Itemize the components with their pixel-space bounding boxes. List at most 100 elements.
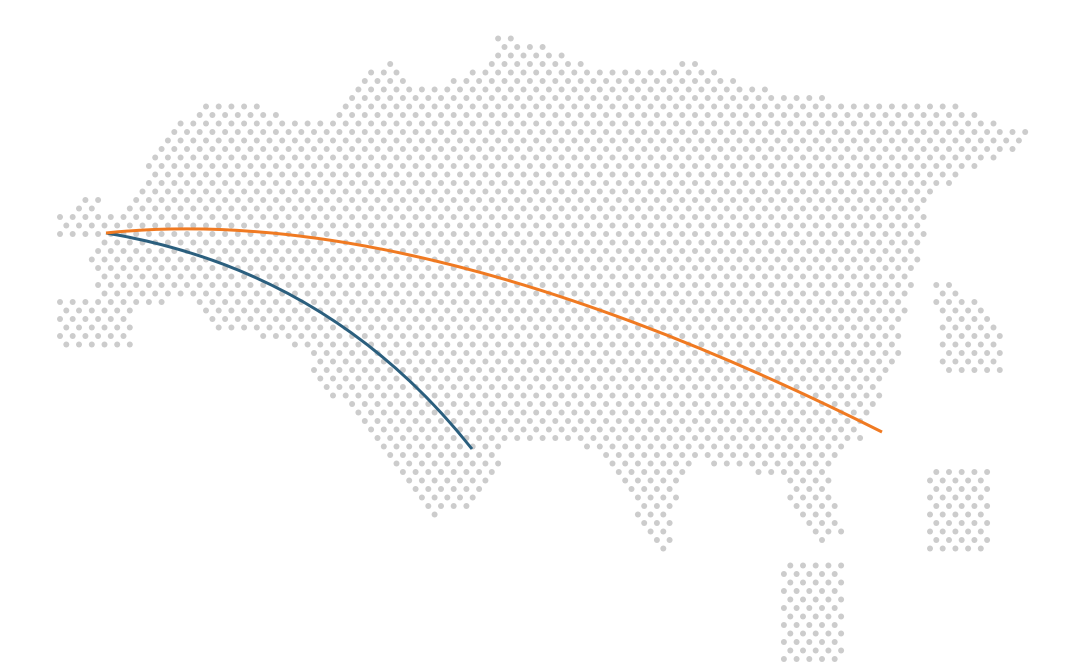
land-dot — [355, 137, 362, 144]
land-dot — [577, 265, 584, 271]
land-dot — [850, 120, 857, 127]
land-dot — [584, 86, 590, 93]
land-dot — [869, 282, 876, 288]
land-dot — [628, 350, 635, 356]
land-dot — [571, 290, 578, 297]
land-dot — [260, 163, 267, 169]
land-dot — [920, 214, 927, 220]
land-dot — [323, 146, 330, 152]
land-dot — [184, 282, 190, 288]
land-dot — [374, 197, 381, 203]
land-dot — [266, 307, 273, 314]
land-dot — [501, 197, 508, 203]
land-dot — [596, 222, 603, 229]
land-dot — [565, 265, 571, 271]
land-dot — [571, 324, 578, 331]
land-dot — [603, 163, 610, 169]
land-dot — [590, 248, 597, 254]
land-dot — [323, 299, 330, 305]
land-dot — [514, 78, 521, 84]
land-dot — [514, 248, 521, 254]
land-dot — [984, 316, 991, 322]
land-dot — [533, 171, 540, 178]
land-dot — [717, 418, 724, 424]
land-dot — [806, 605, 813, 611]
land-dot — [558, 69, 565, 76]
land-dot — [190, 137, 197, 144]
land-dot — [850, 137, 857, 144]
land-dot — [736, 273, 743, 280]
land-dot — [768, 435, 775, 441]
land-dot — [317, 358, 324, 365]
land-dot — [812, 477, 819, 484]
land-dot — [418, 341, 425, 348]
land-dot — [253, 324, 260, 331]
land-dot — [539, 418, 546, 424]
land-dot — [387, 163, 394, 169]
land-dot — [444, 409, 451, 416]
land-dot — [838, 205, 845, 212]
land-dot — [634, 494, 641, 501]
land-dot — [209, 163, 216, 169]
land-dot — [418, 273, 425, 280]
land-dot — [393, 188, 400, 195]
land-dot — [907, 231, 914, 237]
land-dot — [863, 324, 870, 331]
land-dot — [418, 120, 425, 127]
land-dot — [736, 222, 743, 229]
land-dot — [800, 630, 806, 637]
land-dot — [374, 95, 381, 101]
land-dot — [717, 316, 724, 322]
land-dot — [685, 188, 692, 195]
land-dot — [393, 341, 400, 348]
land-dot — [533, 103, 540, 110]
land-dot — [609, 460, 616, 467]
land-dot — [450, 282, 457, 288]
land-dot — [406, 103, 413, 110]
land-dot — [939, 341, 946, 348]
land-dot — [565, 316, 571, 322]
land-dot — [863, 188, 870, 195]
land-dot — [495, 154, 502, 161]
land-dot — [209, 180, 216, 186]
land-dot — [603, 231, 610, 237]
land-dot — [330, 290, 336, 297]
land-dot — [463, 316, 470, 322]
land-dot — [914, 188, 921, 195]
land-dot — [387, 78, 394, 84]
land-dot — [927, 120, 933, 127]
land-dot — [457, 222, 463, 229]
land-dot — [673, 222, 679, 229]
land-dot — [653, 469, 660, 475]
land-dot — [463, 333, 470, 339]
land-dot — [692, 350, 698, 356]
land-dot — [526, 384, 533, 390]
land-dot — [685, 239, 692, 246]
land-dot — [336, 333, 343, 339]
land-dot — [438, 282, 444, 288]
land-dot — [209, 214, 216, 220]
land-dot — [520, 290, 527, 297]
land-dot — [971, 469, 978, 475]
land-dot — [641, 503, 648, 509]
land-dot — [857, 350, 864, 356]
land-dot — [425, 197, 432, 203]
land-dot — [692, 452, 698, 458]
land-dot — [787, 171, 794, 178]
land-dot — [164, 239, 171, 246]
land-dot — [844, 248, 851, 254]
land-dot — [412, 112, 419, 118]
land-dot — [463, 146, 470, 152]
land-dot — [431, 154, 438, 161]
land-dot — [806, 384, 813, 390]
land-dot — [406, 290, 413, 297]
land-dot — [927, 103, 933, 110]
land-dot — [291, 341, 298, 348]
land-dot — [387, 214, 394, 220]
land-dot — [463, 418, 470, 424]
land-dot — [965, 154, 972, 161]
land-dot — [615, 469, 622, 475]
land-dot — [418, 222, 425, 229]
land-dot — [285, 180, 292, 186]
land-dot — [418, 494, 425, 501]
